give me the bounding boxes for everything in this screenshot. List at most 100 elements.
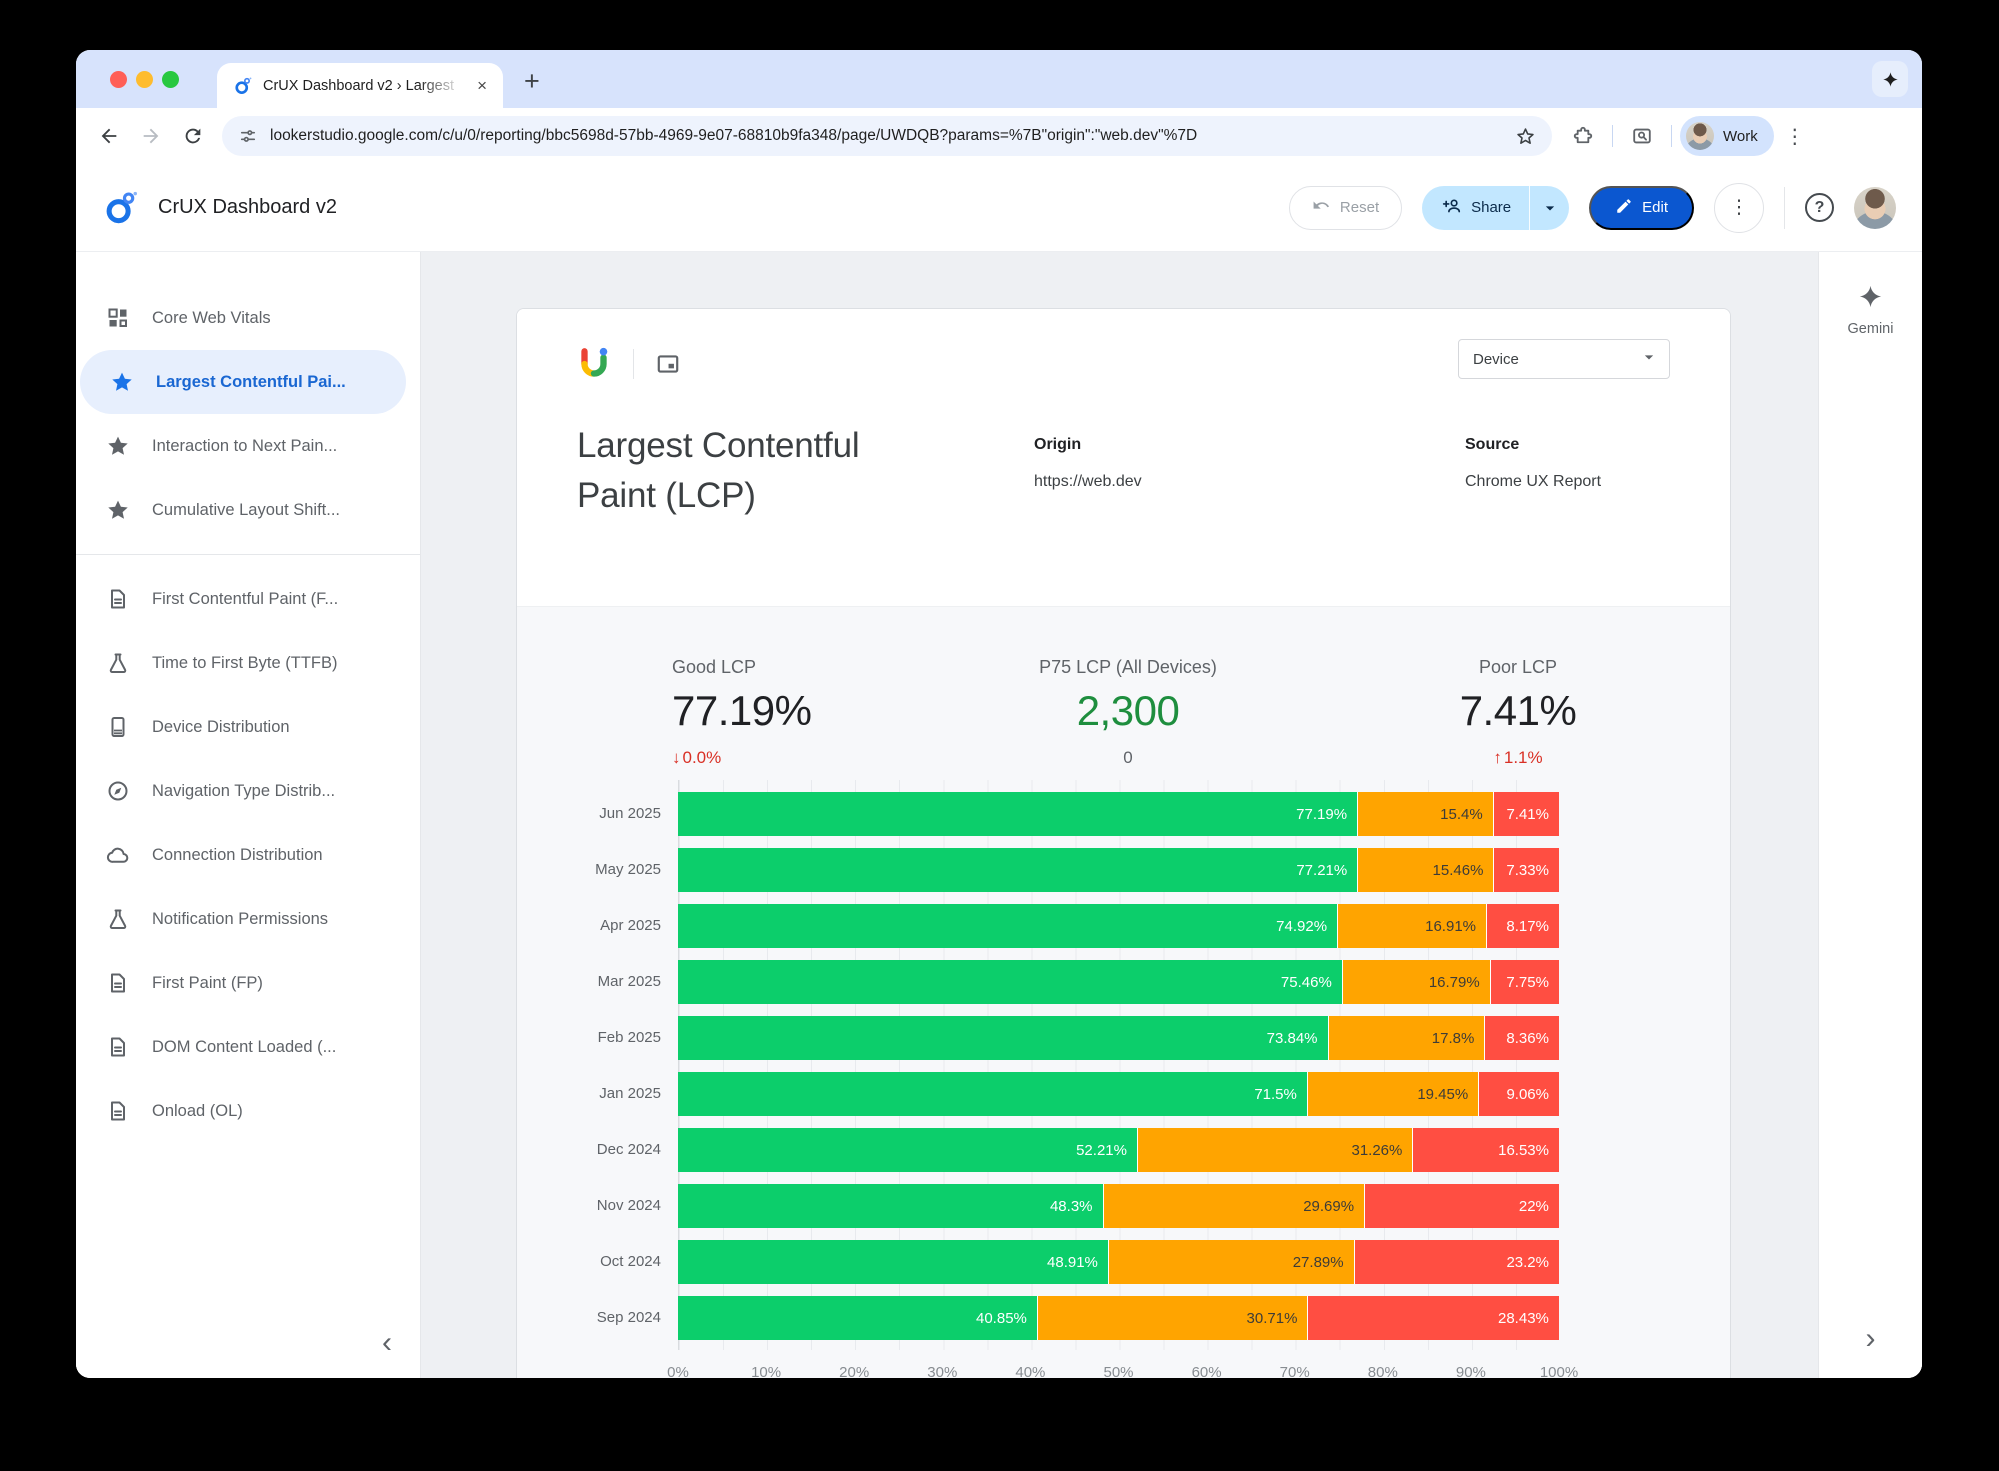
device-filter-dropdown[interactable]: Device — [1458, 339, 1670, 379]
gemini-sparkle-icon[interactable] — [1858, 284, 1883, 309]
bar-segment-poor[interactable]: 9.06% — [1479, 1072, 1559, 1116]
bar-segment-poor[interactable]: 16.53% — [1413, 1128, 1559, 1172]
tab-close-icon[interactable]: × — [477, 76, 487, 95]
bar-row-may-2025: May 2025 77.21% 15.46% 7.33% — [517, 848, 1730, 892]
star-icon — [106, 498, 130, 522]
sidebar-item-time-to-first-byte-ttfb[interactable]: Time to First Byte (TTFB) — [76, 631, 406, 695]
more-options-button[interactable]: ⋮ — [1714, 182, 1764, 233]
extensions-icon[interactable] — [1562, 115, 1604, 157]
star-icon — [106, 434, 130, 458]
reset-label: Reset — [1339, 199, 1380, 216]
window-controls — [110, 71, 179, 88]
chrome-ux-logo-icon — [575, 345, 613, 383]
sidebar-item-onload-ol[interactable]: Onload (OL) — [76, 1079, 406, 1143]
sidebar-item-notification-permissions[interactable]: Notification Permissions — [76, 887, 406, 951]
image-frame-icon[interactable] — [655, 351, 681, 377]
stacked-bar: 77.21% 15.46% 7.33% — [678, 848, 1559, 892]
bar-segment-needs-improvement[interactable]: 31.26% — [1137, 1128, 1414, 1172]
sidebar-item-first-paint-fp[interactable]: First Paint (FP) — [76, 951, 406, 1015]
panel-expand-chevron[interactable]: › — [1865, 1322, 1876, 1355]
sidebar-item-navigation-type-distrib[interactable]: Navigation Type Distrib... — [76, 759, 406, 823]
account-avatar[interactable] — [1854, 186, 1896, 229]
bar-segment-good[interactable]: 40.85% — [678, 1296, 1038, 1340]
sidebar-item-largest-contentful-pai[interactable]: Largest Contentful Pai... — [80, 350, 406, 414]
bar-segment-poor[interactable]: 22% — [1365, 1184, 1559, 1228]
sidebar-item-label: Notification Permissions — [152, 909, 329, 928]
maximize-window-button[interactable] — [162, 71, 179, 88]
reset-button[interactable]: Reset — [1288, 185, 1403, 230]
sidebar-item-cumulative-layout-shift[interactable]: Cumulative Layout Shift... — [76, 478, 406, 542]
doc-icon — [106, 587, 130, 611]
bar-segment-good[interactable]: 75.46% — [678, 960, 1343, 1004]
sidebar-item-label: First Paint (FP) — [152, 973, 263, 992]
bar-segment-needs-improvement[interactable]: 17.8% — [1328, 1016, 1486, 1060]
y-axis-label: Dec 2024 — [596, 1141, 661, 1158]
browser-tab[interactable]: CrUX Dashboard v2 › Largest × — [217, 63, 503, 108]
bar-segment-poor[interactable]: 8.17% — [1487, 904, 1559, 948]
x-axis-tick: 30% — [927, 1364, 958, 1378]
bar-segment-good[interactable]: 77.19% — [678, 792, 1359, 836]
bar-segment-needs-improvement[interactable]: 19.45% — [1307, 1072, 1480, 1116]
sidebar-item-device-distribution[interactable]: Device Distribution — [76, 695, 406, 759]
bar-segment-needs-improvement[interactable]: 16.79% — [1342, 960, 1491, 1004]
side-panel-search-icon[interactable] — [1621, 115, 1663, 157]
pencil-icon — [1615, 197, 1633, 219]
bar-segment-needs-improvement[interactable]: 30.71% — [1037, 1296, 1309, 1340]
share-dropdown-arrow[interactable] — [1529, 185, 1569, 230]
bar-segment-good[interactable]: 73.84% — [678, 1016, 1329, 1060]
x-axis-tick: 70% — [1279, 1364, 1310, 1378]
sidebar-item-core-web-vitals[interactable]: Core Web Vitals — [76, 286, 406, 350]
url-text[interactable]: lookerstudio.google.com/c/u/0/reporting/… — [270, 127, 1198, 144]
bar-segment-needs-improvement[interactable]: 15.46% — [1358, 848, 1495, 892]
header-actions: Reset Share Edit ⋮ ? — [1288, 182, 1896, 233]
bar-segment-good[interactable]: 48.91% — [678, 1240, 1109, 1284]
share-button[interactable]: Share — [1422, 186, 1529, 230]
minimize-window-button[interactable] — [136, 71, 153, 88]
edit-button[interactable]: Edit — [1589, 185, 1694, 230]
new-tab-button[interactable]: + — [524, 66, 540, 96]
bar-segment-needs-improvement[interactable]: 27.89% — [1108, 1240, 1355, 1284]
close-window-button[interactable] — [110, 71, 127, 88]
bookmark-star-icon[interactable] — [1515, 126, 1536, 147]
header-separator — [1784, 186, 1785, 229]
sidebar-item-interaction-to-next-pain[interactable]: Interaction to Next Pain... — [76, 414, 406, 478]
bar-segment-needs-improvement[interactable]: 16.91% — [1338, 904, 1487, 948]
help-icon[interactable]: ? — [1805, 193, 1834, 222]
bar-segment-poor[interactable]: 28.43% — [1308, 1296, 1559, 1340]
sidebar-item-first-contentful-paint-f[interactable]: First Contentful Paint (F... — [76, 567, 406, 631]
bar-segment-poor[interactable]: 7.75% — [1490, 960, 1559, 1004]
bar-segment-good[interactable]: 52.21% — [678, 1128, 1138, 1172]
profile-chip[interactable]: Work — [1680, 116, 1774, 156]
bar-segment-good[interactable]: 48.3% — [678, 1184, 1104, 1228]
sidebar-item-label: Interaction to Next Pain... — [152, 436, 338, 455]
bar-segment-poor[interactable]: 8.36% — [1485, 1016, 1559, 1060]
stacked-bar: 52.21% 31.26% 16.53% — [678, 1128, 1559, 1172]
bar-segment-good[interactable]: 77.21% — [678, 848, 1359, 892]
bar-value-label: 29.69% — [1303, 1197, 1355, 1215]
bar-segment-good[interactable]: 71.5% — [678, 1072, 1308, 1116]
bar-row-jan-2025: Jan 2025 71.5% 19.45% 9.06% — [517, 1072, 1730, 1116]
scorecard-poor-lcp: Poor LCP 7.41% ↑ 1.1% — [1460, 657, 1577, 768]
forward-button[interactable] — [130, 115, 172, 157]
reload-button[interactable] — [172, 115, 214, 157]
sidebar-item-label: Core Web Vitals — [152, 308, 271, 327]
bar-value-label: 48.3% — [1049, 1197, 1093, 1215]
bar-value-label: 77.19% — [1296, 805, 1348, 823]
bar-segment-needs-improvement[interactable]: 29.69% — [1103, 1184, 1366, 1228]
bar-segment-needs-improvement[interactable]: 15.4% — [1358, 792, 1494, 836]
phone-icon — [106, 715, 130, 739]
x-axis-tick: 40% — [1015, 1364, 1046, 1378]
dashboard-icon — [106, 306, 130, 330]
bar-segment-good[interactable]: 74.92% — [678, 904, 1339, 948]
sidebar-item-dom-content-loaded[interactable]: DOM Content Loaded (... — [76, 1015, 406, 1079]
bar-segment-poor[interactable]: 23.2% — [1354, 1240, 1559, 1284]
bar-segment-poor[interactable]: 7.33% — [1494, 848, 1559, 892]
site-settings-icon[interactable] — [238, 126, 258, 146]
address-bar[interactable]: lookerstudio.google.com/c/u/0/reporting/… — [222, 116, 1552, 156]
browser-menu-icon[interactable]: ⋮ — [1784, 125, 1805, 148]
tab-organize-sparkle-icon[interactable] — [1872, 61, 1908, 97]
bar-segment-poor[interactable]: 7.41% — [1493, 792, 1559, 836]
sidebar-collapse-chevron[interactable]: ‹ — [382, 1326, 392, 1359]
sidebar-item-connection-distribution[interactable]: Connection Distribution — [76, 823, 406, 887]
back-button[interactable] — [88, 115, 130, 157]
